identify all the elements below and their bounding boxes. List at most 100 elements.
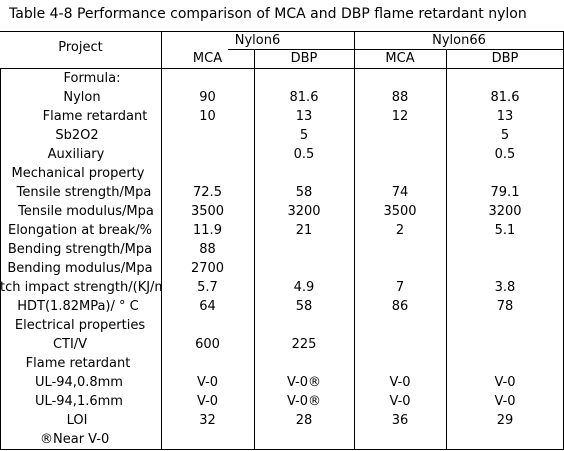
table-cell: 2700 [190,261,225,276]
table-cell: 29 [496,413,514,428]
table-cell [354,430,446,449]
row-label: Flame retardant [25,356,131,371]
table-cell: 10 [199,109,216,124]
table-cell [161,164,254,183]
table-title: Table 4-8 Performance comparison of MCA … [9,6,527,22]
table-cell: 13 [496,109,514,124]
grid-line [0,31,564,32]
row-label: Sb2O2 [55,128,99,143]
row-label: ®Near V-0 [40,432,110,447]
table-cell: 81.6 [289,90,319,105]
table-cell: 11.9 [193,223,222,238]
table-cell: 5.7 [197,280,218,295]
table-cell [254,316,354,335]
table-cell [254,164,354,183]
header-project: Project [58,40,103,55]
table-cell: 13 [295,109,313,124]
table-cell: 5 [299,128,309,143]
table-cell: 72.5 [193,185,222,200]
row-label: Auxiliary [47,147,105,162]
table-cell: 32 [199,413,216,428]
row-label: Bending strength/Mpa [7,242,153,257]
row-label: Elongation at break/% [7,223,152,238]
header-col-3: MCA [385,51,415,66]
table-cell [446,259,564,278]
table-cell: 225 [291,337,317,352]
table-cell [254,69,354,88]
table-cell: V-0 [196,375,219,390]
table-cell: 4.9 [293,280,315,295]
table-cell: 0.5 [293,147,315,162]
table-cell: V-0 [389,394,411,409]
table-cell: 3.8 [494,280,516,295]
row-label: Electrical properties [14,318,146,333]
header-col-4: DBP [491,51,519,66]
table-cell: V-0® [286,394,322,409]
grid-line [0,449,564,450]
table-cell: 58 [295,299,313,314]
table-cell [161,145,254,164]
table-cell [354,335,446,354]
row-label: CTI/V [52,337,88,352]
table-cell [161,69,254,88]
table-cell [161,316,254,335]
table-cell [354,69,446,88]
table-cell: 3200 [287,204,321,219]
table-cell: 21 [295,223,313,238]
table-cell: 81.6 [490,90,520,105]
table-cell [354,354,446,373]
table-cell: V-0 [196,394,219,409]
table-cell: V-0 [494,375,516,390]
table-cell: 78 [496,299,514,314]
row-label: Flame retardant [42,109,148,124]
table-cell: 2 [395,223,405,238]
table-cell: V-0 [389,375,411,390]
table-cell: 58 [295,185,313,200]
table-cell: 3200 [488,204,522,219]
table-cell: 5.1 [494,223,516,238]
table-cell [446,430,564,449]
table-cell [254,259,354,278]
table-cell [161,354,254,373]
table-cell: 88 [199,242,216,257]
table-cell [446,240,564,259]
table-cell [254,430,354,449]
table-cell: 0.5 [494,147,516,162]
table-cell: 64 [199,299,216,314]
table-cell: 3500 [190,204,225,219]
table-cell [446,354,564,373]
table-cell [254,354,354,373]
table-cell [354,145,446,164]
table-cell [446,335,564,354]
grid-line [354,49,564,50]
row-label: UL-94,1.6mm [35,394,123,409]
table-cell: 88 [391,90,409,105]
table-cell: 28 [295,413,313,428]
table-cell [354,240,446,259]
row-label: Tensile strength/Mpa [16,185,152,200]
row-label: Formula: [63,71,121,86]
grid-line [228,49,354,50]
table-cell: V-0® [286,375,322,390]
table-cell [354,126,446,145]
table-cell [161,126,254,145]
table-cell [446,316,564,335]
header-col-2: DBP [290,51,318,66]
row-label: HDT(1.82MPa)/ ° C [17,299,139,314]
header-col-1: MCA [192,51,223,66]
table-cell: 74 [391,185,409,200]
table-cell [354,316,446,335]
table-cell: 12 [391,109,409,124]
table-cell: 79.1 [490,185,520,200]
table-cell: 5 [500,128,510,143]
table-cell [354,259,446,278]
table-cell: 36 [391,413,409,428]
table-cell [354,164,446,183]
row-label: Mechanical property [11,166,145,181]
table-cell: 600 [195,337,220,352]
header-nylon6: Nylon6 [234,33,281,48]
header-nylon66: Nylon66 [432,33,486,48]
table-cell: 86 [391,299,409,314]
table-cell [446,164,564,183]
table-cell [254,240,354,259]
